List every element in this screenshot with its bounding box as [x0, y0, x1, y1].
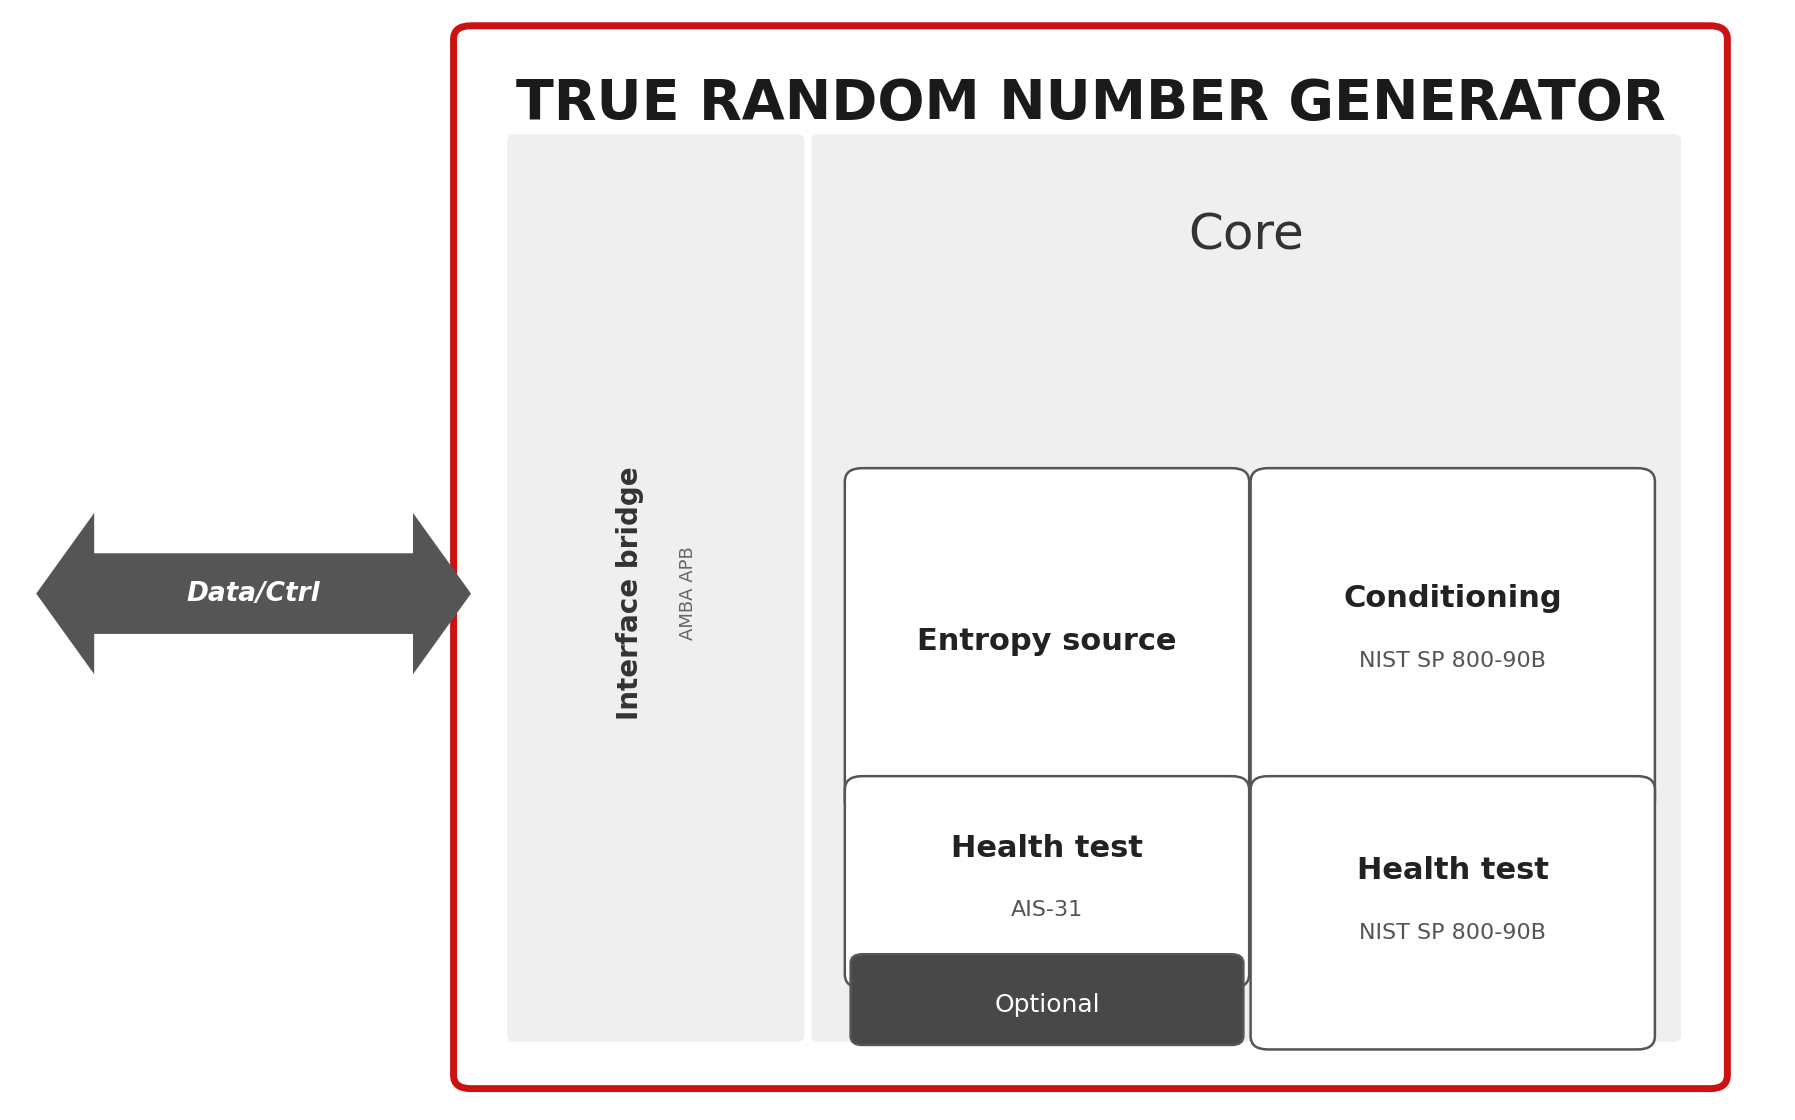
Text: Interface bridge: Interface bridge — [616, 467, 644, 720]
Text: NIST SP 800-90B: NIST SP 800-90B — [1359, 652, 1545, 671]
Text: TRUE RANDOM NUMBER GENERATOR: TRUE RANDOM NUMBER GENERATOR — [515, 77, 1666, 131]
Text: Core: Core — [1188, 212, 1305, 259]
Text: Conditioning: Conditioning — [1343, 585, 1562, 613]
Text: Optional: Optional — [994, 993, 1100, 1017]
FancyBboxPatch shape — [845, 468, 1249, 814]
FancyBboxPatch shape — [811, 134, 1680, 1042]
FancyBboxPatch shape — [1251, 468, 1655, 814]
Text: Data/Ctrl: Data/Ctrl — [187, 580, 321, 607]
Polygon shape — [36, 513, 470, 674]
Text: Health test: Health test — [951, 834, 1143, 862]
FancyBboxPatch shape — [845, 776, 1249, 988]
FancyBboxPatch shape — [1251, 776, 1655, 1049]
Text: AIS-31: AIS-31 — [1011, 900, 1082, 920]
FancyBboxPatch shape — [454, 26, 1727, 1089]
Text: NIST SP 800-90B: NIST SP 800-90B — [1359, 923, 1545, 943]
Text: Entropy source: Entropy source — [917, 627, 1178, 655]
Text: AMBA APB: AMBA APB — [679, 547, 696, 641]
Text: Health test: Health test — [1357, 856, 1549, 885]
FancyBboxPatch shape — [851, 954, 1244, 1045]
FancyBboxPatch shape — [508, 134, 804, 1042]
